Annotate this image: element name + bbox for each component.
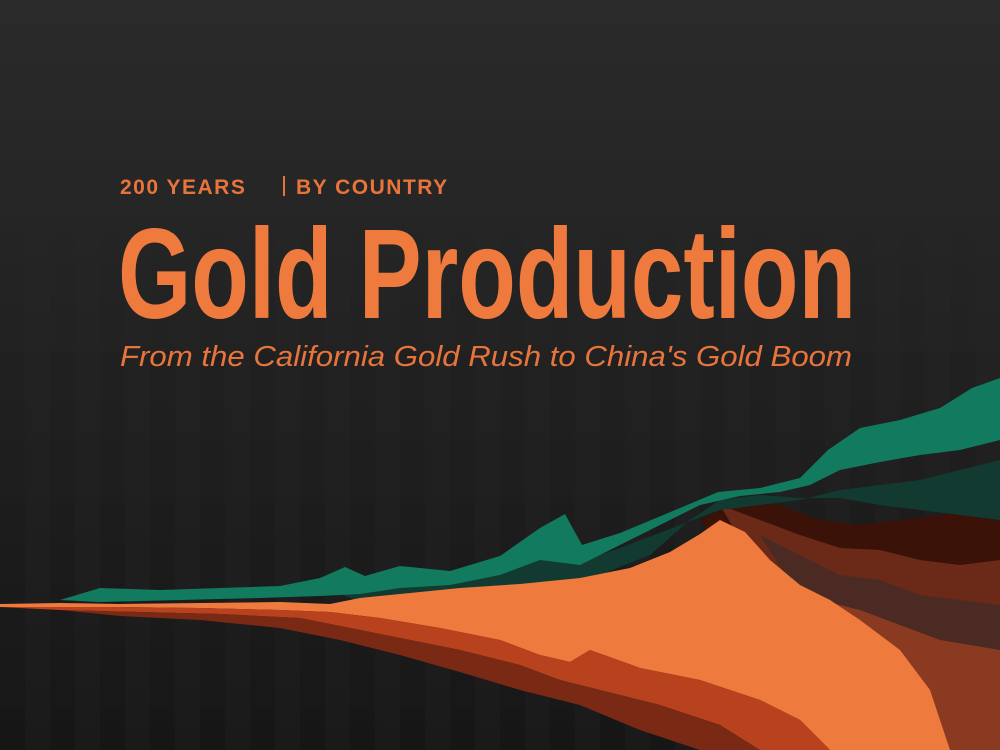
kicker: BY COUNTRY xyxy=(296,176,449,199)
stream-layer xyxy=(330,460,1000,602)
stream-layer xyxy=(60,610,760,750)
streamgraph xyxy=(0,378,1000,750)
title: Gold Production xyxy=(118,203,856,346)
stream-layer xyxy=(60,378,1000,602)
kicker: 200 YEARS xyxy=(120,176,246,199)
stream-layer xyxy=(0,607,830,750)
subtitle: From the California Gold Rush to China's… xyxy=(120,341,852,373)
